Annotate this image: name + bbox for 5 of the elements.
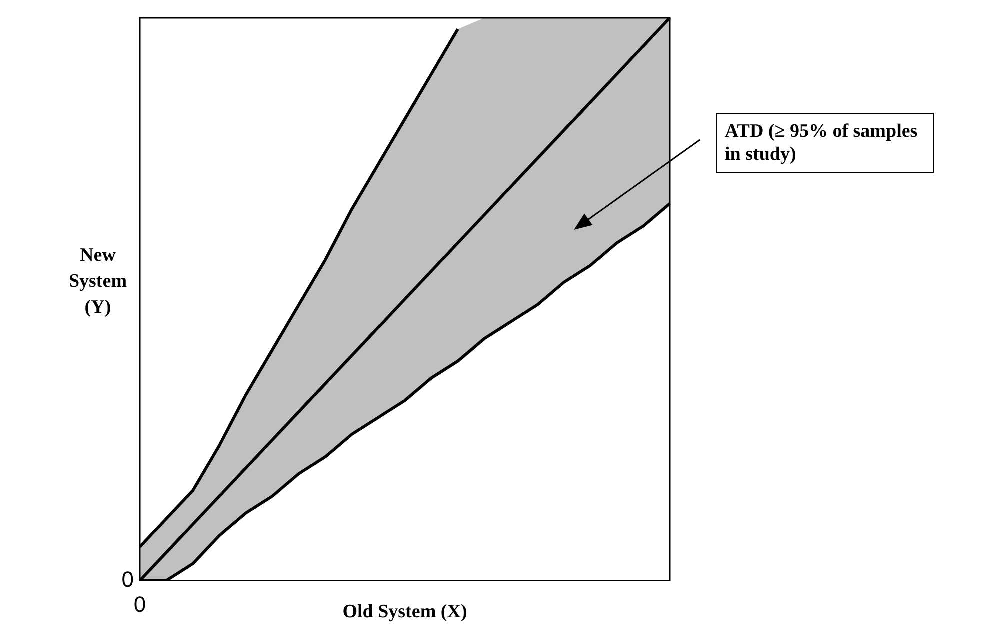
text: 0 — [122, 566, 134, 592]
text: 0 — [134, 592, 146, 617]
text: ATD (≥ 95% of samples in study) — [716, 113, 934, 173]
y-axis-title: New System (Y) — [68, 244, 128, 320]
x-axis-title: Old System (X) — [342, 602, 468, 623]
